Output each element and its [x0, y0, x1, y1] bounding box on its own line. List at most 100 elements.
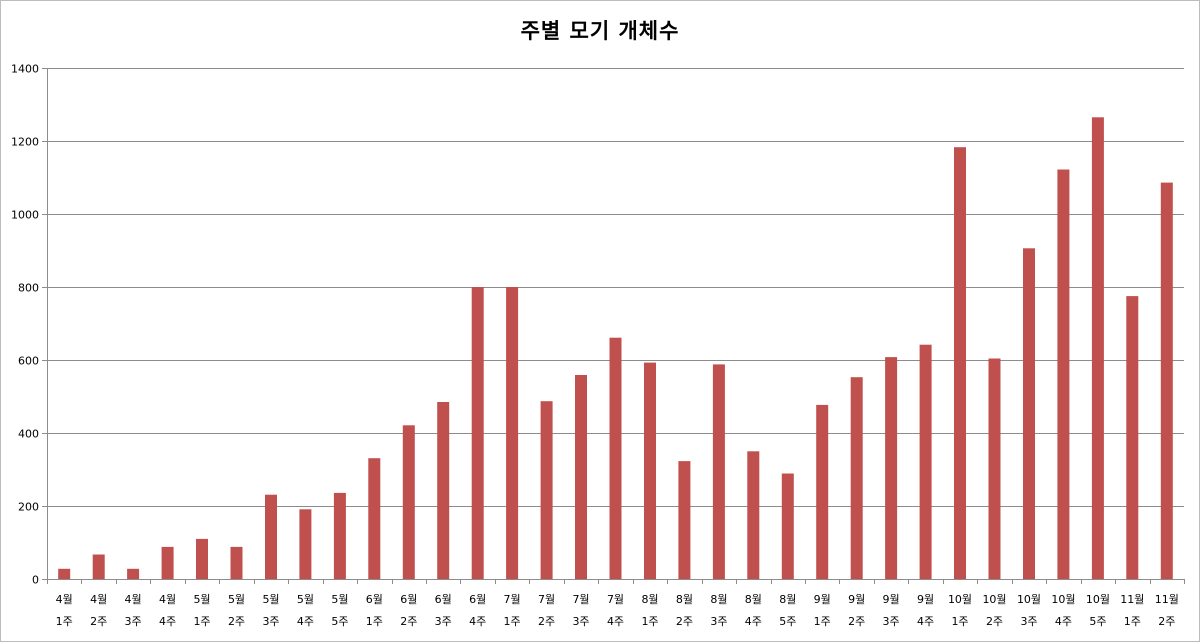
x-tick-label-week: 5주 [1089, 615, 1106, 628]
x-tick-label-week: 4주 [607, 615, 624, 628]
x-tick-label-month: 5월 [262, 593, 279, 606]
x-tick-label-week: 1주 [504, 615, 521, 628]
x-tick-label-week: 2주 [538, 615, 555, 628]
bar [58, 568, 71, 579]
bar [816, 404, 829, 579]
y-tick-label: 400 [18, 428, 39, 441]
bar [92, 554, 105, 579]
bar [575, 375, 587, 579]
bar [1023, 248, 1035, 580]
y-tick-label: 200 [18, 501, 39, 514]
bar [712, 364, 725, 579]
x-tick-label-month: 10월 [982, 593, 1006, 606]
x-tick-label-week: 2주 [400, 615, 417, 628]
y-tick-label: 0 [32, 574, 39, 587]
x-tick-label-week: 2주 [848, 615, 865, 628]
x-tick-label-month: 8월 [779, 593, 796, 606]
bar [230, 546, 243, 579]
bar [1091, 117, 1104, 580]
bar [644, 362, 656, 579]
x-tick-label-week: 4주 [297, 615, 314, 628]
x-tick-label-month: 7월 [504, 593, 521, 606]
bar [265, 494, 277, 579]
x-tick-label-week: 5주 [331, 615, 348, 628]
bar [471, 287, 484, 579]
x-tick-label-week: 1주 [366, 615, 383, 628]
x-tick-label-week: 3주 [125, 615, 142, 628]
x-tick-label-month: 9월 [814, 593, 831, 606]
bar [885, 357, 898, 579]
x-tick-label-month: 6월 [400, 593, 417, 606]
x-tick-label-month: 4월 [125, 593, 142, 606]
x-tick-label-week: 3주 [262, 615, 279, 628]
bar [919, 344, 932, 579]
x-tick-label-week: 3주 [1020, 615, 1037, 628]
bar [1126, 296, 1139, 579]
x-tick-label-month: 7월 [538, 593, 555, 606]
x-tick-label-week: 1주 [641, 615, 658, 628]
x-tick-label-month: 9월 [848, 593, 865, 606]
x-tick-label-week: 1주 [193, 615, 210, 628]
x-tick-label-month: 10월 [948, 593, 972, 606]
x-tick-label-month: 10월 [1017, 593, 1041, 606]
bar [127, 568, 140, 579]
x-tick-label-week: 2주 [228, 615, 245, 628]
y-tick-label: 1400 [11, 63, 39, 76]
x-tick-label-week: 1주 [56, 615, 73, 628]
x-tick-label-week: 1주 [951, 615, 968, 628]
x-tick-label-month: 4월 [159, 593, 176, 606]
x-tick-label-month: 6월 [435, 593, 452, 606]
bar [988, 358, 1001, 579]
x-tick-label-week: 2주 [90, 615, 107, 628]
x-tick-label-week: 3주 [572, 615, 589, 628]
x-tick-label-week: 3주 [883, 615, 900, 628]
bar [781, 473, 794, 579]
x-tick-label-week: 2주 [1158, 615, 1175, 628]
x-tick-label-month: 11월 [1155, 593, 1179, 606]
x-tick-label-month: 5월 [297, 593, 314, 606]
bar [540, 401, 553, 579]
bar [1057, 169, 1070, 579]
x-tick-label-week: 4주 [469, 615, 486, 628]
x-tick-label-month: 5월 [228, 593, 245, 606]
x-tick-label-week: 4주 [1055, 615, 1072, 628]
y-tick-label: 1000 [11, 209, 39, 222]
x-tick-label-month: 5월 [331, 593, 348, 606]
x-tick-label-week: 1주 [1124, 615, 1141, 628]
bar [437, 402, 450, 579]
y-tick-label: 800 [18, 282, 39, 295]
x-tick-label-month: 8월 [676, 593, 693, 606]
bar [678, 461, 691, 579]
bar [196, 538, 208, 579]
x-tick-label-month: 6월 [469, 593, 486, 606]
x-tick-label-week: 4주 [745, 615, 762, 628]
x-tick-label-month: 7월 [572, 593, 589, 606]
bar [850, 377, 863, 579]
x-tick-label-month: 11월 [1120, 593, 1144, 606]
x-tick-label-week: 5주 [779, 615, 796, 628]
y-tick-label: 600 [18, 355, 39, 368]
x-tick-label-week: 4주 [917, 615, 934, 628]
y-tick-label: 1200 [11, 136, 39, 149]
bar [747, 451, 760, 580]
bar [954, 147, 966, 579]
x-tick-label-week: 2주 [676, 615, 693, 628]
x-tick-label-month: 4월 [90, 593, 107, 606]
bar [368, 458, 381, 579]
x-tick-label-month: 10월 [1051, 593, 1075, 606]
x-tick-label-week: 3주 [710, 615, 727, 628]
x-tick-label-month: 9월 [883, 593, 900, 606]
x-tick-label-month: 6월 [366, 593, 383, 606]
bar [506, 287, 519, 579]
bar [609, 337, 622, 579]
x-tick-label-month: 5월 [193, 593, 210, 606]
x-tick-label-month: 8월 [641, 593, 658, 606]
bar [402, 425, 415, 579]
bar [161, 546, 174, 579]
x-tick-label-week: 2주 [986, 615, 1003, 628]
bar [333, 492, 346, 579]
bar [299, 509, 312, 579]
x-tick-label-month: 8월 [745, 593, 762, 606]
